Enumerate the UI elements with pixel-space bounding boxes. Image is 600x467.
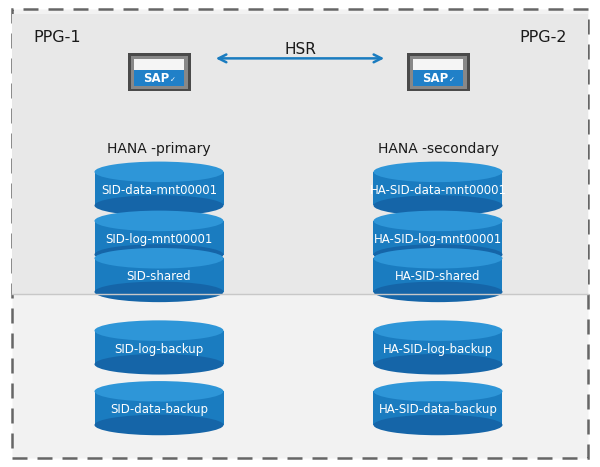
Ellipse shape (95, 211, 223, 231)
Text: SAP: SAP (422, 72, 448, 85)
Text: SID-shared: SID-shared (127, 270, 191, 283)
Bar (128, 53, 191, 92)
Ellipse shape (373, 282, 503, 302)
Text: SID-log-mnt00001: SID-log-mnt00001 (106, 233, 212, 246)
Bar (95, 172, 224, 205)
Bar (95, 331, 224, 364)
Text: ✓: ✓ (170, 77, 176, 83)
Bar (95, 391, 224, 425)
Bar (407, 53, 470, 92)
Text: SID-data-mnt00001: SID-data-mnt00001 (101, 184, 217, 197)
Bar (373, 391, 502, 425)
Text: HA-SID-shared: HA-SID-shared (395, 270, 481, 283)
Ellipse shape (373, 320, 503, 341)
Bar (373, 172, 502, 205)
Bar (409, 56, 467, 89)
Ellipse shape (95, 282, 223, 302)
Ellipse shape (373, 415, 503, 435)
Ellipse shape (95, 354, 223, 375)
Text: SID-log-backup: SID-log-backup (115, 343, 203, 356)
Text: HA-SID-log-mnt00001: HA-SID-log-mnt00001 (374, 233, 502, 246)
Text: HANA -primary: HANA -primary (107, 142, 211, 156)
Text: HSR: HSR (284, 42, 316, 57)
Ellipse shape (95, 195, 223, 216)
Bar (413, 58, 463, 86)
Ellipse shape (95, 248, 223, 269)
Ellipse shape (373, 195, 503, 216)
Bar (413, 70, 463, 86)
Ellipse shape (95, 320, 223, 341)
Bar (134, 70, 184, 86)
Ellipse shape (373, 354, 503, 375)
Bar (95, 258, 224, 292)
Ellipse shape (95, 244, 223, 265)
Ellipse shape (373, 211, 503, 231)
Bar (95, 221, 224, 255)
Bar (134, 58, 184, 86)
Ellipse shape (373, 248, 503, 269)
Text: HANA -secondary: HANA -secondary (377, 142, 499, 156)
Ellipse shape (95, 381, 223, 402)
Bar (131, 56, 187, 89)
Text: SID-data-backup: SID-data-backup (110, 403, 208, 417)
Text: HA-SID-log-backup: HA-SID-log-backup (383, 343, 493, 356)
FancyBboxPatch shape (12, 9, 588, 458)
Text: HA-SID-data-mnt00001: HA-SID-data-mnt00001 (370, 184, 506, 197)
Ellipse shape (373, 244, 503, 265)
Ellipse shape (373, 381, 503, 402)
Text: SAP: SAP (143, 72, 169, 85)
Text: PPG-1: PPG-1 (33, 30, 80, 45)
Text: HA-SID-data-backup: HA-SID-data-backup (379, 403, 497, 417)
Bar (373, 221, 502, 255)
Ellipse shape (95, 415, 223, 435)
Ellipse shape (373, 162, 503, 182)
Bar (12, 14, 588, 294)
Bar (373, 331, 502, 364)
FancyArrowPatch shape (218, 55, 382, 62)
Text: ✓: ✓ (449, 77, 455, 83)
Ellipse shape (95, 162, 223, 182)
Text: PPG-2: PPG-2 (520, 30, 567, 45)
Bar (373, 258, 502, 292)
